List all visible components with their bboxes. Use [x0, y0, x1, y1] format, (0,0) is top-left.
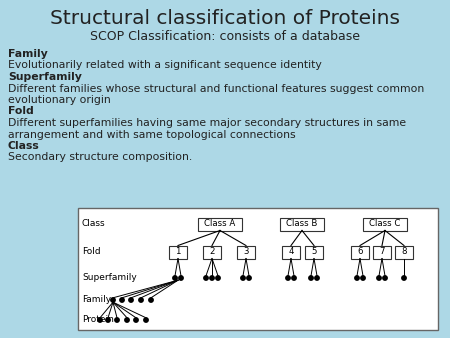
Circle shape — [173, 276, 177, 280]
Circle shape — [106, 318, 110, 322]
Text: 3: 3 — [243, 247, 249, 257]
Circle shape — [149, 298, 153, 302]
Text: 2: 2 — [209, 247, 215, 257]
Circle shape — [204, 276, 208, 280]
Text: Class A: Class A — [204, 219, 236, 228]
Text: 5: 5 — [311, 247, 317, 257]
Circle shape — [377, 276, 381, 280]
FancyBboxPatch shape — [78, 208, 438, 330]
Text: Class: Class — [8, 141, 40, 151]
Text: Family: Family — [82, 295, 111, 305]
Circle shape — [402, 276, 406, 280]
Text: Superfamily: Superfamily — [8, 72, 82, 82]
FancyBboxPatch shape — [280, 217, 324, 231]
Circle shape — [144, 318, 148, 322]
Circle shape — [129, 298, 133, 302]
Text: Fold: Fold — [8, 106, 34, 117]
Circle shape — [216, 276, 220, 280]
Circle shape — [139, 298, 143, 302]
Text: Secondary structure composition.: Secondary structure composition. — [8, 152, 192, 163]
Text: SCOP Classification: consists of a database: SCOP Classification: consists of a datab… — [90, 29, 360, 43]
Circle shape — [241, 276, 245, 280]
Text: Different superfamilies having same major secondary structures in same: Different superfamilies having same majo… — [8, 118, 406, 128]
Text: 6: 6 — [357, 247, 363, 257]
Circle shape — [355, 276, 359, 280]
FancyBboxPatch shape — [373, 245, 391, 259]
Circle shape — [134, 318, 138, 322]
Text: evolutionary origin: evolutionary origin — [8, 95, 111, 105]
Text: Protein: Protein — [82, 315, 114, 324]
Text: Class: Class — [82, 219, 106, 228]
Circle shape — [286, 276, 290, 280]
Text: Evolutionarily related with a significant sequence identity: Evolutionarily related with a significan… — [8, 61, 322, 71]
Text: Family: Family — [8, 49, 48, 59]
Circle shape — [292, 276, 296, 280]
Circle shape — [383, 276, 387, 280]
FancyBboxPatch shape — [305, 245, 323, 259]
Text: 7: 7 — [379, 247, 385, 257]
Text: 1: 1 — [175, 247, 181, 257]
Circle shape — [179, 276, 183, 280]
Text: Different families whose structural and functional features suggest common: Different families whose structural and … — [8, 83, 424, 94]
Circle shape — [309, 276, 313, 280]
Circle shape — [120, 298, 124, 302]
Text: arrangement and with same topological connections: arrangement and with same topological co… — [8, 129, 296, 140]
FancyBboxPatch shape — [169, 245, 187, 259]
Circle shape — [247, 276, 251, 280]
Text: 8: 8 — [401, 247, 407, 257]
Text: Structural classification of Proteins: Structural classification of Proteins — [50, 8, 400, 27]
FancyBboxPatch shape — [395, 245, 413, 259]
FancyBboxPatch shape — [203, 245, 221, 259]
Text: Class C: Class C — [369, 219, 400, 228]
Circle shape — [115, 318, 119, 322]
Text: Superfamily: Superfamily — [82, 273, 137, 283]
Text: 4: 4 — [288, 247, 294, 257]
Text: Class B: Class B — [286, 219, 318, 228]
Circle shape — [111, 298, 115, 302]
Circle shape — [361, 276, 365, 280]
Text: Fold: Fold — [82, 247, 101, 257]
FancyBboxPatch shape — [237, 245, 255, 259]
FancyBboxPatch shape — [351, 245, 369, 259]
Circle shape — [315, 276, 319, 280]
FancyBboxPatch shape — [363, 217, 407, 231]
Circle shape — [125, 318, 129, 322]
Circle shape — [98, 318, 102, 322]
FancyBboxPatch shape — [198, 217, 242, 231]
FancyBboxPatch shape — [282, 245, 300, 259]
Circle shape — [210, 276, 214, 280]
